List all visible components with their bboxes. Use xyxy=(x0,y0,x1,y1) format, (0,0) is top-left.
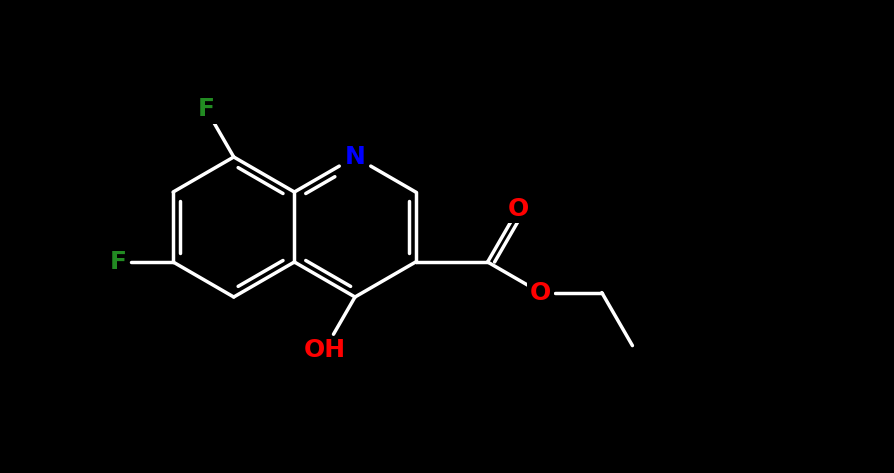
Text: O: O xyxy=(529,280,551,305)
Text: N: N xyxy=(344,145,365,169)
Text: O: O xyxy=(507,197,528,221)
Text: F: F xyxy=(198,97,215,122)
Text: F: F xyxy=(109,250,126,274)
Text: OH: OH xyxy=(303,338,345,362)
